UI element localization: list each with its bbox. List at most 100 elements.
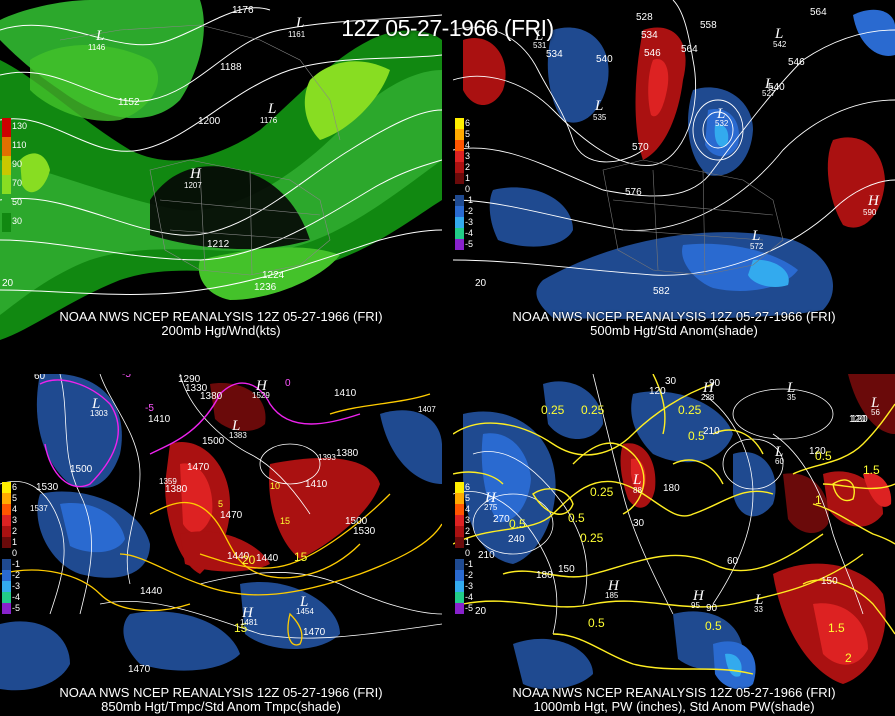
height-label: 1212 [207,239,230,250]
high-symbol: H [692,588,705,604]
height-label: 1176 [232,5,254,16]
height-label: 528 [636,12,653,23]
pressure-centers: L 1303 H 1529 L 1383 1537 L 1454 H 1481 … [30,378,436,627]
low-value: 1303 [90,409,108,418]
jet-shade-70 [0,70,442,315]
legend-item: 50 [2,194,34,213]
pw-label: 2 [845,651,852,665]
legend-item: 130 [2,118,34,137]
legend-item: -1 [455,559,487,570]
temperature-label: 10 [270,481,280,491]
low-value: 60 [775,457,784,466]
corner-label: 20 [475,278,487,289]
anom-neg-pacific [489,187,573,247]
pw-label: 1.5 [828,621,845,635]
height-contours [0,7,442,295]
legend-item: 1 [455,537,487,548]
legend-item: 4 [455,504,487,515]
pw-contours [453,374,895,675]
legend-item: 4 [2,504,34,515]
pressure-centers: H 228 L 35 L 56 H 275 L 88 L 60 H 185 H … [484,380,880,614]
height-label: 558 [700,20,717,31]
legend-item: 4 [455,140,487,151]
anom-neg-lakes-3 [714,124,729,147]
jet-shade-se [198,247,340,300]
legend-item: 6 [455,482,487,493]
height-label: 1224 [262,270,285,281]
legend-item: 6 [455,118,487,129]
high-value: 1407 [418,405,436,414]
height-label: 240 [508,534,525,545]
height-contours [0,374,442,639]
legend-item: 0 [2,548,34,559]
height-label: 120 [809,446,826,457]
low-symbol: L [299,594,308,610]
anom-pos-north [210,383,266,431]
high-value: 1537 [30,504,48,513]
anom-neg-west-2 [60,503,125,553]
anom-neg-nw [543,381,603,439]
anom-neg-west [547,27,609,123]
height-label: 540 [768,82,785,93]
height-label: 30 [665,376,677,387]
legend-item: 1 [455,173,487,184]
high-value: 275 [484,503,498,512]
legend-item: -5 [455,603,487,614]
low-value: 542 [773,40,787,49]
legend-item: -2 [455,206,487,217]
height-label: 540 [596,54,613,65]
pw-label: 0.25 [678,403,702,417]
low-value: 532 [715,119,729,128]
high-symbol: H [189,166,202,182]
height-label: 576 [625,187,642,198]
height-label: 1440 [140,586,163,597]
low-value: 1161 [288,30,306,39]
height-contours [453,0,895,276]
low-symbol: L [91,396,100,412]
height-label: 150 [558,564,575,575]
legend-item: 5 [455,129,487,140]
legend-item: -3 [455,581,487,592]
low-symbol: L [774,444,783,460]
height-label: 534 [641,30,658,41]
high-value: 1481 [240,618,258,627]
legend-item: 0 [455,184,487,195]
pw-labels: 0.25 0.25 0.25 0.5 0.5 0.5 0.25 0.25 0.5… [509,403,880,665]
height-label: 1410 [334,388,357,399]
low-symbol: L [754,592,763,608]
temperature-contours-warm [0,393,442,646]
legend-item: 90 [2,156,34,175]
caption-line1: NOAA NWS NCEP REANALYSIS 12Z 05-27-1966 … [59,309,383,324]
low-value: 535 [593,113,607,122]
temperature-label: 15 [280,516,290,526]
anom-neg-sw [0,621,70,691]
legend-850mb: 6 5 4 3 2 1 0 -1 -2 -3 -4 -5 [2,482,34,614]
anom-neg-ne [733,452,776,517]
pw-label: 0.5 [705,619,722,633]
anom-pos-north-core [648,59,669,117]
legend-item: 3 [2,515,34,526]
high-symbol: H [867,193,880,209]
jet-shade-core [304,61,390,140]
high-symbol: H [702,380,715,396]
height-label: 1380 [200,391,223,402]
legend-item: 1 [2,537,34,548]
legend-item: 3 [455,515,487,526]
legend-item: -5 [455,239,487,250]
pw-label: 0.5 [509,517,526,531]
legend-item: 2 [2,526,34,537]
height-label: 1330 [185,383,208,394]
height-label: 570 [632,142,649,153]
anom-pos-se-core [813,603,868,665]
legend-item: 2 [455,162,487,173]
panel-200mb-map: 1176 1188 1152 1200 1212 1224 1236 L 114… [0,0,442,340]
low-symbol: L [534,28,543,44]
height-label: 120 [649,386,666,397]
legend-1000mb-pw: 6 5 4 3 2 1 0 -1 -2 -3 -4 -5 [455,482,487,614]
low-symbol: L [716,106,725,122]
low-value: 1383 [229,431,247,440]
height-label: 564 [810,7,827,18]
temperature-label: -5 [145,403,154,414]
legend-200mb: 130 110 90 70 50 30 [2,118,34,232]
legend-item: 110 [2,137,34,156]
